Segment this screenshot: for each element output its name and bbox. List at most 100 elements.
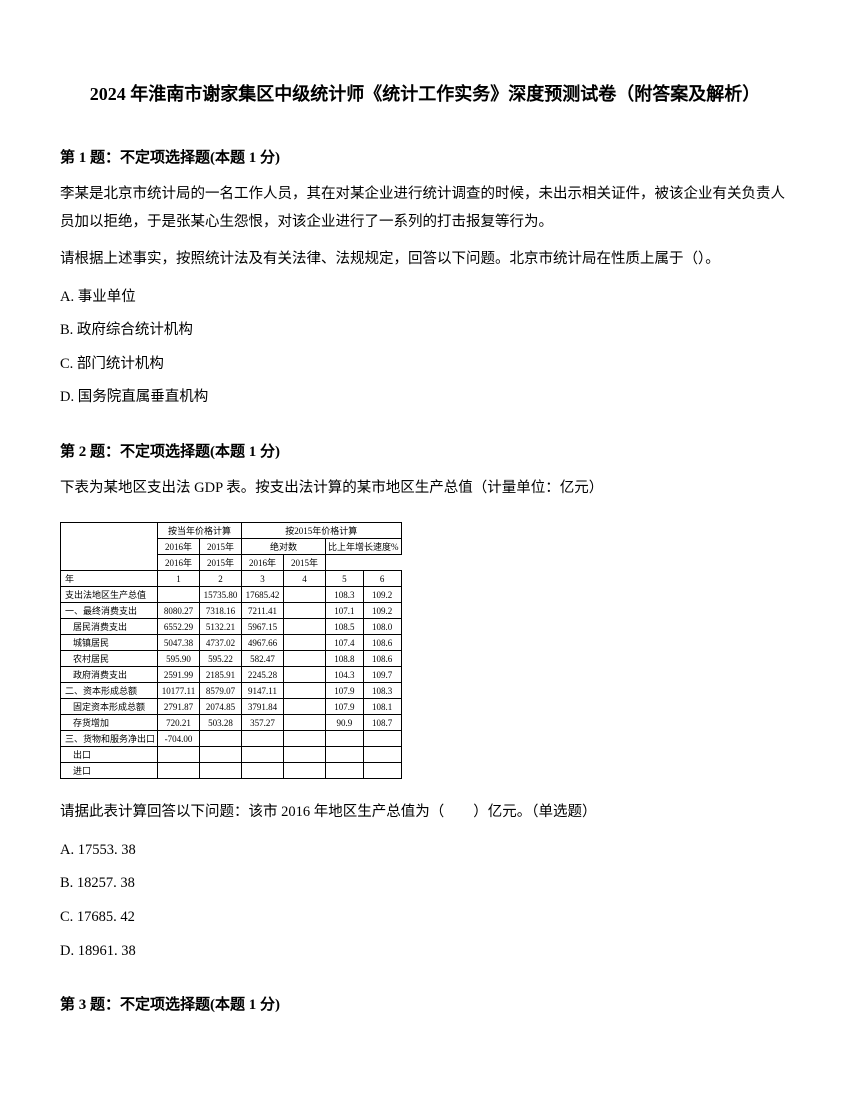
q2-option-d: D. 18961. 38 — [60, 938, 790, 966]
table-row: 城镇居民5047.384737.024967.66107.4108.6 — [61, 635, 402, 651]
table-cell — [284, 587, 326, 603]
table-cell — [326, 731, 364, 747]
table-cell — [242, 747, 284, 763]
table-year-0: 2016年 — [158, 539, 200, 555]
table-cell: 107.1 — [326, 603, 364, 619]
q1-option-c: C. 部门统计机构 — [60, 351, 790, 379]
table-num-5: 6 — [363, 571, 401, 587]
table-cell: 582.47 — [242, 651, 284, 667]
table-row: 政府消费支出2591.992185.912245.28104.3109.7 — [61, 667, 402, 683]
table-cell: 8579.07 — [200, 683, 242, 699]
gdp-table-container: 按当年价格计算 按2015年价格计算 2016年 2015年 绝对数 比上年增长… — [60, 522, 790, 779]
table-cell — [200, 731, 242, 747]
table-cell: 107.9 — [326, 699, 364, 715]
table-row-label: 支出法地区生产总值 — [61, 587, 158, 603]
table-cell — [363, 731, 401, 747]
table-cell: 8080.27 — [158, 603, 200, 619]
table-num-2: 3 — [242, 571, 284, 587]
table-cell — [200, 763, 242, 779]
table-num-1: 2 — [200, 571, 242, 587]
q2-text2: 请据此表计算回答以下问题：该市 2016 年地区生产总值为（ ）亿元。（单选题） — [60, 799, 790, 827]
table-cell: 107.9 — [326, 683, 364, 699]
table-row-label: 出口 — [61, 747, 158, 763]
table-cell — [284, 763, 326, 779]
table-year-5: 2015年 — [284, 555, 326, 571]
table-row: 二、资本形成总额10177.118579.079147.11107.9108.3 — [61, 683, 402, 699]
q1-option-b: B. 政府综合统计机构 — [60, 317, 790, 345]
table-cell — [284, 731, 326, 747]
table-cell — [326, 763, 364, 779]
page-title: 2024 年淮南市谢家集区中级统计师《统计工作实务》深度预测试卷（附答案及解析） — [60, 80, 790, 106]
table-row: 三、货物和服务净出口-704.00 — [61, 731, 402, 747]
table-cell: 108.5 — [326, 619, 364, 635]
table-cell: 108.1 — [363, 699, 401, 715]
table-cell: 90.9 — [326, 715, 364, 731]
table-rowlabel: 年 — [61, 571, 158, 587]
table-row: 进口 — [61, 763, 402, 779]
table-row: 支出法地区生产总值15735.8017685.42108.3109.2 — [61, 587, 402, 603]
table-cell: 108.0 — [363, 619, 401, 635]
q1-option-a: A. 事业单位 — [60, 284, 790, 312]
table-cell — [284, 667, 326, 683]
table-cell: 108.6 — [363, 651, 401, 667]
table-cell: 595.22 — [200, 651, 242, 667]
table-cell: -704.00 — [158, 731, 200, 747]
q1-option-d: D. 国务院直属垂直机构 — [60, 384, 790, 412]
table-cell: 2185.91 — [200, 667, 242, 683]
table-row-label: 进口 — [61, 763, 158, 779]
gdp-table: 按当年价格计算 按2015年价格计算 2016年 2015年 绝对数 比上年增长… — [60, 522, 402, 779]
table-cell: 4737.02 — [200, 635, 242, 651]
table-subh1: 绝对数 — [242, 539, 326, 555]
table-cell: 2245.28 — [242, 667, 284, 683]
table-cell — [284, 603, 326, 619]
table-row-label: 政府消费支出 — [61, 667, 158, 683]
table-row-label: 三、货物和服务净出口 — [61, 731, 158, 747]
table-cell: 109.2 — [363, 587, 401, 603]
table-row-label: 城镇居民 — [61, 635, 158, 651]
table-cell: 357.27 — [242, 715, 284, 731]
table-cell: 7211.41 — [242, 603, 284, 619]
table-cell: 104.3 — [326, 667, 364, 683]
table-num-0: 1 — [158, 571, 200, 587]
table-cell — [284, 651, 326, 667]
q1-text2: 请根据上述事实，按照统计法及有关法律、法规规定，回答以下问题。北京市统计局在性质… — [60, 246, 790, 274]
table-cell — [284, 619, 326, 635]
table-num-4: 5 — [326, 571, 364, 587]
table-cell: 17685.42 — [242, 587, 284, 603]
table-cell — [158, 747, 200, 763]
table-cell — [363, 763, 401, 779]
table-cell: 2791.87 — [158, 699, 200, 715]
table-year-4: 2016年 — [242, 555, 284, 571]
table-cell: 109.7 — [363, 667, 401, 683]
table-hgroup1: 按当年价格计算 — [158, 523, 242, 539]
table-subh2: 比上年增长速度% — [326, 539, 402, 555]
table-cell: 108.8 — [326, 651, 364, 667]
table-num-3: 4 — [284, 571, 326, 587]
q2-header: 第 2 题：不定项选择题(本题 1 分) — [60, 440, 790, 461]
table-cell: 108.7 — [363, 715, 401, 731]
table-cell — [242, 763, 284, 779]
table-row-label: 二、资本形成总额 — [61, 683, 158, 699]
table-cell: 108.3 — [326, 587, 364, 603]
table-cell — [284, 683, 326, 699]
table-cell — [326, 747, 364, 763]
table-row-label: 固定资本形成总额 — [61, 699, 158, 715]
table-cell: 2074.85 — [200, 699, 242, 715]
table-row: 农村居民595.90595.22582.47 108.8108.6 — [61, 651, 402, 667]
table-row-label: 居民消费支出 — [61, 619, 158, 635]
table-cell: 595.90 — [158, 651, 200, 667]
table-row-label: 农村居民 — [61, 651, 158, 667]
q1-text1: 李某是北京市统计局的一名工作人员，其在对某企业进行统计调查的时候，未出示相关证件… — [60, 181, 790, 236]
table-row: 一、最终消费支出8080.277318.167211.41107.1109.2 — [61, 603, 402, 619]
table-cell: 720.21 — [158, 715, 200, 731]
table-row-label: 存货增加 — [61, 715, 158, 731]
table-row: 出口 — [61, 747, 402, 763]
table-row: 居民消费支出6552.295132.215967.15108.5108.0 — [61, 619, 402, 635]
q3-header: 第 3 题：不定项选择题(本题 1 分) — [60, 993, 790, 1014]
table-cell — [284, 747, 326, 763]
table-cell: 10177.11 — [158, 683, 200, 699]
table-cell: 107.4 — [326, 635, 364, 651]
table-cell — [284, 715, 326, 731]
table-cell: 4967.66 — [242, 635, 284, 651]
table-cell: 108.3 — [363, 683, 401, 699]
